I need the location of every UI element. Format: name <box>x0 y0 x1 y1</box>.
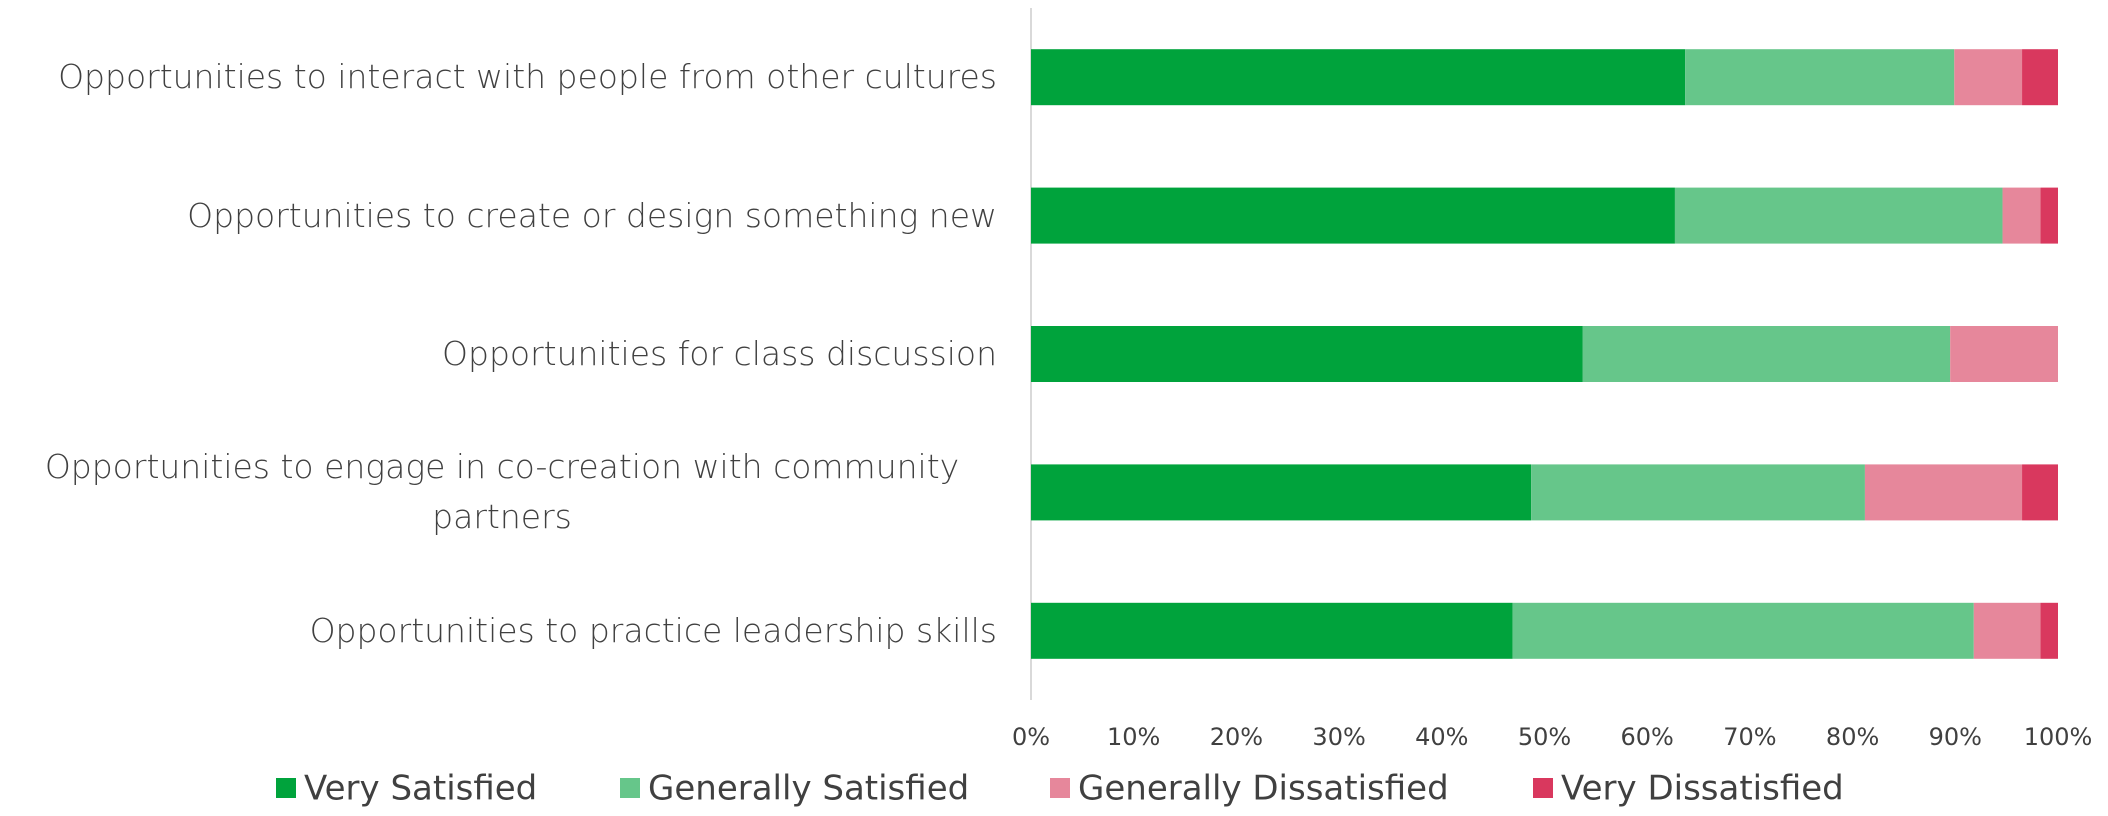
bar-segment <box>1674 187 2003 244</box>
bar-segment <box>1031 602 1513 659</box>
legend-swatch <box>1533 778 1553 798</box>
category-label: Opportunities to practice leadership ski… <box>309 610 997 650</box>
x-tick-label: 40% <box>1415 723 1468 751</box>
legend-label: Very Dissatisfied <box>1561 769 1844 809</box>
bar-segment <box>1031 187 1675 244</box>
x-tick-label: 70% <box>1723 723 1776 751</box>
x-tick-label: 10% <box>1107 723 1160 751</box>
x-tick-label: 60% <box>1621 723 1674 751</box>
bar-segment <box>2040 602 2058 659</box>
bar-segment <box>1512 602 1974 659</box>
bar-segment <box>1864 464 2023 521</box>
bar-segment <box>2022 464 2058 521</box>
bar-segment <box>1973 602 2041 659</box>
bar-segment <box>1031 49 1686 106</box>
legend-swatch <box>276 778 296 798</box>
x-tick-label: 80% <box>1826 723 1879 751</box>
legend-label: Very Satisfied <box>304 769 537 809</box>
bar-segment <box>1031 326 1583 382</box>
bar-segment <box>1954 49 2023 106</box>
x-tick-label: 30% <box>1312 723 1365 751</box>
x-tick-label: 20% <box>1210 723 1263 751</box>
x-tick-label: 100% <box>2024 723 2093 751</box>
bar-segment <box>1031 464 1532 521</box>
x-tick-label: 50% <box>1518 723 1571 751</box>
legend-swatch <box>620 778 640 798</box>
bar-segment <box>1950 326 2058 382</box>
bar-segment <box>1531 464 1865 521</box>
legend-label: Generally Dissatisfied <box>1078 769 1449 809</box>
category-label: Opportunities for class discussion <box>442 334 997 373</box>
bar-segment <box>1685 49 1955 106</box>
bar-segment <box>2002 187 2041 244</box>
category-label: Opportunities to engage in co-creation w… <box>44 447 960 537</box>
category-label: Opportunities to create or design someth… <box>187 195 997 235</box>
category-label: Opportunities to interact with people fr… <box>58 57 997 97</box>
bar-segment <box>2040 187 2058 244</box>
x-tick-label: 0% <box>1012 723 1050 751</box>
legend-swatch <box>1050 778 1070 798</box>
legend-label: Generally Satisfied <box>648 769 969 809</box>
bar-segment <box>1582 326 1951 382</box>
x-tick-label: 90% <box>1929 723 1982 751</box>
bar-segment <box>2022 49 2058 106</box>
